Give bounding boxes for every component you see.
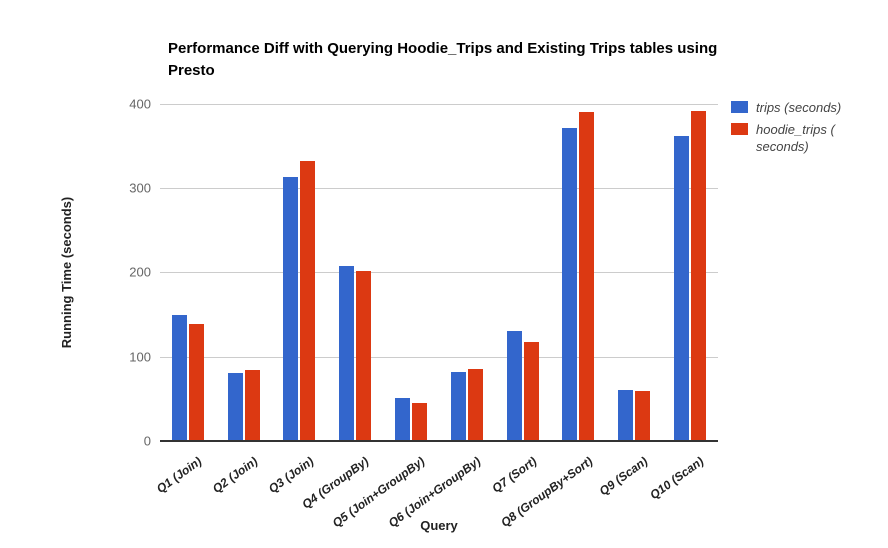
- bar-hoodie_trips-q1[interactable]: [188, 324, 204, 441]
- gridline-400: [160, 104, 718, 105]
- y-tick-label-300: 300: [129, 180, 151, 196]
- bar-group-q1: [160, 104, 216, 441]
- bar-group-q8: [551, 104, 607, 441]
- bar-group-q2: [216, 104, 272, 441]
- bar-group-q3: [272, 104, 328, 441]
- legend-swatch-trips: [731, 101, 748, 113]
- bar-group-q10: [662, 104, 718, 441]
- bar-hoodie_trips-q10[interactable]: [691, 111, 707, 441]
- y-tick-label-100: 100: [129, 349, 151, 365]
- bar-trips-q4[interactable]: [339, 266, 355, 441]
- bar-hoodie_trips-q6[interactable]: [467, 369, 483, 441]
- bar-trips-q2[interactable]: [227, 373, 243, 441]
- bar-trips-q9[interactable]: [618, 390, 634, 441]
- bar-hoodie_trips-q2[interactable]: [244, 370, 260, 441]
- plot-area: [160, 104, 718, 442]
- bar-hoodie_trips-q9[interactable]: [635, 391, 651, 441]
- legend-label-trips: trips (seconds): [756, 100, 842, 115]
- bar-hoodie_trips-q7[interactable]: [523, 342, 539, 441]
- bars: [160, 104, 718, 441]
- x-category-label-q1: Q1 (Join): [153, 454, 205, 496]
- bar-trips-q8[interactable]: [562, 128, 578, 441]
- bar-trips-q10[interactable]: [674, 136, 690, 441]
- legend-item-trips[interactable]: trips (seconds): [731, 99, 881, 116]
- x-axis-labels: Q1 (Join) Q2 (Join) Q3 (Join) Q4 (GroupBy) Q…: [154, 448, 718, 530]
- legend-label-hoodie_trips: hoodie_trips ( seconds): [756, 122, 835, 154]
- legend-item-hoodie_trips[interactable]: hoodie_trips ( seconds): [731, 121, 881, 155]
- y-tick-label-400: 400: [129, 96, 151, 112]
- bar-hoodie_trips-q5[interactable]: [412, 403, 428, 441]
- bar-group-q6: [439, 104, 495, 441]
- bar-trips-q7[interactable]: [506, 331, 522, 441]
- x-axis-baseline: [160, 440, 718, 442]
- x-axis-title: Query: [420, 518, 458, 533]
- bar-hoodie_trips-q4[interactable]: [356, 271, 372, 441]
- gridline-300: [160, 188, 718, 189]
- y-tick-label-200: 200: [129, 264, 151, 280]
- bar-hoodie_trips-q8[interactable]: [579, 112, 595, 441]
- bar-group-q4: [327, 104, 383, 441]
- bar-trips-q6[interactable]: [450, 372, 466, 441]
- bar-trips-q3[interactable]: [283, 177, 299, 441]
- chart-title: Performance Diff with Querying Hoodie_Tr…: [168, 40, 718, 79]
- bar-trips-q5[interactable]: [395, 398, 411, 441]
- y-axis-title: Running Time (seconds): [59, 196, 74, 349]
- legend: trips (seconds) hoodie_trips ( seconds): [731, 99, 881, 160]
- bar-group-q7: [495, 104, 551, 441]
- bar-group-q9: [606, 104, 662, 441]
- bar-hoodie_trips-q3[interactable]: [300, 161, 316, 441]
- y-tick-label-0: 0: [143, 433, 151, 449]
- gridline-200: [160, 272, 718, 273]
- bar-trips-q1[interactable]: [171, 315, 187, 441]
- bar-group-q5: [383, 104, 439, 441]
- legend-swatch-hoodie_trips: [731, 123, 748, 135]
- gridline-100: [160, 357, 718, 358]
